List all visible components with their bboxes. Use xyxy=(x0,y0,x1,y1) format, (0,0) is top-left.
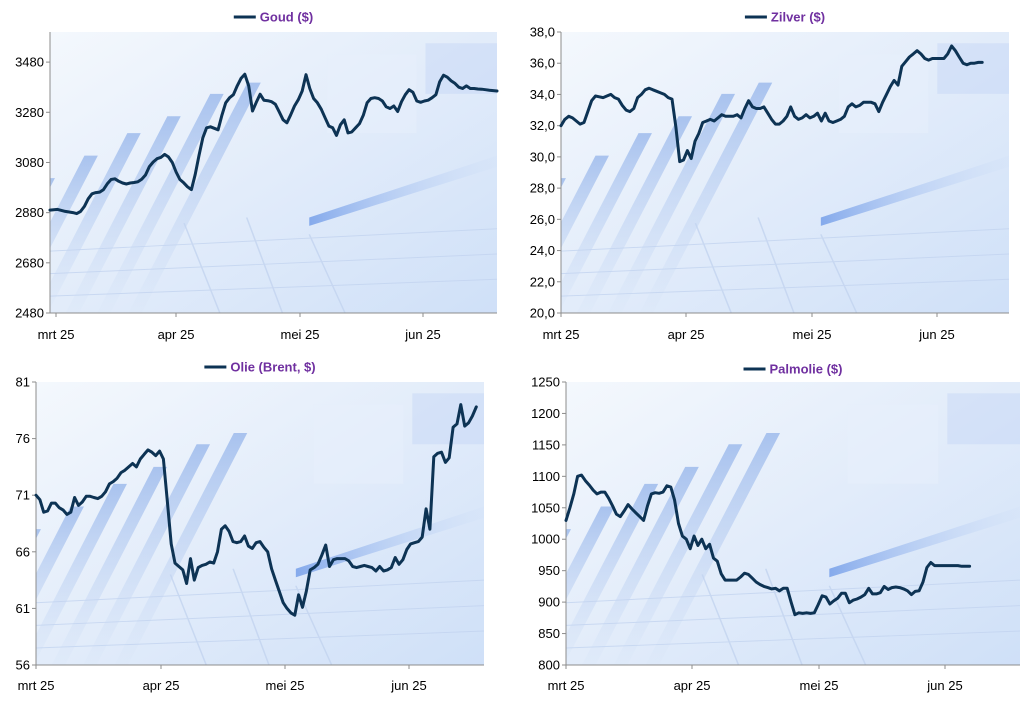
palmolie-legend: Palmolie ($) xyxy=(743,362,843,377)
goud-y-tick-label: 3480 xyxy=(15,55,44,70)
goud-plot-background xyxy=(0,32,497,313)
zilver-legend: Zilver ($) xyxy=(744,10,825,25)
zilver-y-tick-label: 36,0 xyxy=(530,56,555,71)
zilver-y-tick-label: 28,0 xyxy=(530,181,555,196)
goud-y-tick-label: 2680 xyxy=(15,255,44,270)
goud-y-tick-label: 3280 xyxy=(15,105,44,120)
olie-y-tick-label: 56 xyxy=(16,658,30,673)
zilver-x-tick-label: jun 25 xyxy=(918,327,954,342)
palmolie-y-tick-label: 900 xyxy=(538,595,560,610)
zilver-chart: 20,0 22,0 24,0 26,0 28,0 30,0 32,0 34,0 36,0 38,0… xyxy=(451,10,1009,342)
olie-series-line xyxy=(34,403,478,617)
olie-y-tick-label: 66 xyxy=(16,544,30,559)
olie-x-tick-label: mrt 25 xyxy=(18,678,55,693)
goud-x-tick-label: mrt 25 xyxy=(38,327,75,342)
palmolie-y-tick-label: 1150 xyxy=(532,437,560,452)
goud-chart: 2480 2680 2880 3080 3280 3480 mrt 25 apr 25 mei … xyxy=(0,10,499,342)
zilver-y-tick-label: 32,0 xyxy=(530,118,555,133)
olie-y-tick-label: 81 xyxy=(16,375,30,390)
palmolie-y-tick-label: 800 xyxy=(538,658,560,673)
zilver-y-tick-label: 20,0 xyxy=(530,306,555,321)
palmolie-series-line xyxy=(564,473,972,617)
palmolie-y-tick-label: 1050 xyxy=(531,500,560,515)
zilver-y-tick-label: 34,0 xyxy=(530,87,555,102)
palmolie-y-tick-label: 1250 xyxy=(531,375,560,390)
palmolie-y-tick-label: 1200 xyxy=(531,406,560,421)
olie-plot-background xyxy=(0,382,484,665)
olie-x-tick-label: jun 25 xyxy=(390,678,426,693)
zilver-plot-background xyxy=(451,32,1009,313)
goud-y-tick-label: 2480 xyxy=(15,306,44,321)
goud-x-tick-label: apr 25 xyxy=(158,327,195,342)
palmolie-x-tick-label: mei 25 xyxy=(799,678,838,693)
palmolie-y-tick-label: 850 xyxy=(538,626,560,641)
goud-x-tick-label: jun 25 xyxy=(404,327,440,342)
zilver-y-tick-label: 22,0 xyxy=(530,274,555,289)
palmolie-y-tick-label: 1000 xyxy=(531,532,560,547)
olie-chart: 56 61 66 71 76 81 mrt 25 apr 25 mei 25 jun 25 Olie… xyxy=(0,360,484,693)
palmolie-legend-label: Palmolie ($) xyxy=(770,362,843,377)
zilver-x-tick-label: mei 25 xyxy=(792,327,831,342)
palmolie-chart: 800 850 900 950 1000 1050 1100 1150 1200 1250 mrt … xyxy=(455,362,1020,693)
palmolie-x-tick-label: mrt 25 xyxy=(548,678,585,693)
olie-x-tick-label: mei 25 xyxy=(265,678,304,693)
olie-legend-label: Olie (Brent, $) xyxy=(230,360,315,375)
zilver-y-tick-label: 26,0 xyxy=(530,212,555,227)
palmolie-x-tick-label: apr 25 xyxy=(674,678,711,693)
goud-legend: Goud ($) xyxy=(233,10,313,25)
goud-legend-label: Goud ($) xyxy=(260,10,313,25)
zilver-y-tick-label: 24,0 xyxy=(530,243,555,258)
zilver-y-tick-label: 30,0 xyxy=(530,149,555,164)
palmolie-y-tick-label: 950 xyxy=(538,563,560,578)
zilver-y-tick-label: 38,0 xyxy=(530,25,555,40)
zilver-x-tick-label: mrt 25 xyxy=(543,327,580,342)
goud-series-line xyxy=(48,72,499,216)
palmolie-y-tick-label: 1100 xyxy=(532,469,560,484)
olie-y-tick-label: 71 xyxy=(16,488,30,503)
olie-legend: Olie (Brent, $) xyxy=(204,360,316,375)
zilver-series-line xyxy=(559,44,984,164)
palmolie-plot-background xyxy=(455,382,1020,665)
palmolie-x-tick-label: jun 25 xyxy=(926,678,962,693)
olie-y-tick-label: 61 xyxy=(16,601,30,616)
olie-x-tick-label: apr 25 xyxy=(143,678,180,693)
goud-y-tick-label: 2880 xyxy=(15,205,44,220)
goud-x-tick-label: mei 25 xyxy=(280,327,319,342)
zilver-x-tick-label: apr 25 xyxy=(668,327,705,342)
olie-y-tick-label: 76 xyxy=(16,431,30,446)
zilver-legend-label: Zilver ($) xyxy=(771,10,825,25)
goud-y-tick-label: 3080 xyxy=(15,155,44,170)
